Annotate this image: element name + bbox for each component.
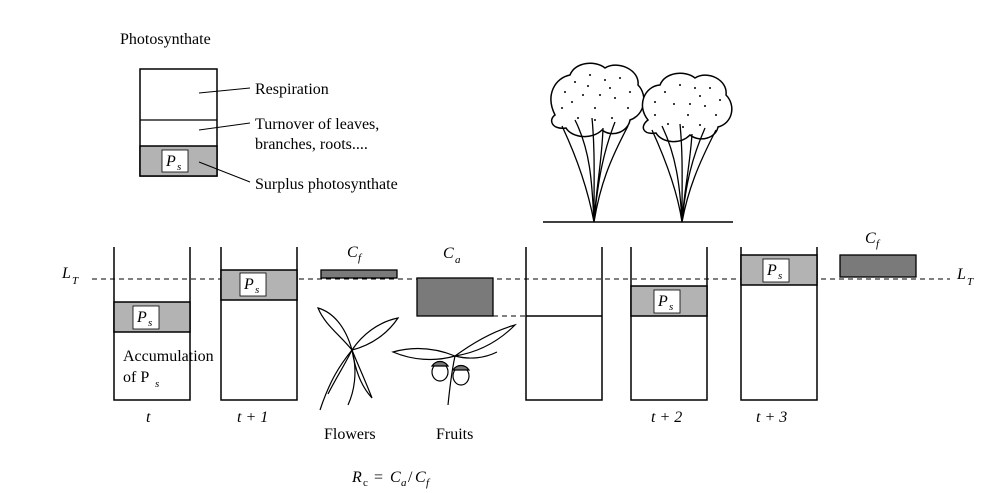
bin-t1: P s t + 1 [220,247,298,426]
svg-text:P: P [766,262,777,279]
flower-cost-bar-2 [839,254,917,278]
bin-t: P s Accumulation of P s t [113,247,214,426]
svg-text:f: f [426,477,431,489]
legend-box: P s [139,68,218,177]
bin-t2: P s t + 2 [630,247,708,426]
fruit-branch-icon [391,323,518,406]
svg-text:f: f [358,252,363,264]
turnover-label-2: branches, roots.... [255,136,368,153]
svg-text:s: s [148,317,152,329]
bin-t3: P s t + 3 [740,247,818,426]
time-label-t3: t + 3 [756,409,787,426]
flower-cost-bar [320,269,398,279]
svg-text:C: C [415,469,426,486]
flower-branch-icon [316,307,400,411]
fruit-cost-bar [416,277,494,317]
threshold-label-left: L [61,265,71,282]
svg-text:T: T [72,275,79,287]
svg-text:a: a [455,254,461,266]
accumulation-label-2: of P [123,369,149,386]
svg-text:s: s [255,284,259,296]
tree-icon [550,62,645,223]
time-label-t: t [146,409,151,426]
tree-icon [641,72,733,223]
bin-empty [525,247,603,401]
svg-text:s: s [177,161,181,173]
svg-text:a: a [401,477,407,489]
svg-text:P: P [136,309,147,326]
svg-text:s: s [669,301,673,313]
legend-ps-label: P [165,153,176,170]
svg-text:s: s [155,378,159,390]
flowers-label: Flowers [324,426,376,443]
svg-text:c: c [363,477,368,489]
svg-text:f: f [876,238,881,250]
svg-text:C: C [390,469,401,486]
svg-text:P: P [657,293,668,310]
turnover-label-1: Turnover of leaves, [255,116,379,133]
time-label-t1: t + 1 [237,409,268,426]
respiration-label: Respiration [255,81,329,98]
ratio-formula: R c = C a / C f [351,469,431,489]
svg-text:P: P [243,276,254,293]
svg-text:/: / [408,469,413,486]
surplus-label: Surplus photosynthate [255,176,398,193]
svg-text:T: T [967,276,974,288]
accumulation-label-1: Accumulation [123,348,214,365]
cf-label-2: C [865,230,876,247]
time-label-t2: t + 2 [651,409,682,426]
fruits-label: Fruits [436,426,473,443]
svg-text:R: R [351,469,362,486]
threshold-label-right: L [956,266,966,283]
ca-label: C [443,245,454,262]
svg-text:s: s [778,270,782,282]
svg-text:=: = [370,469,387,486]
cf-label: C [347,244,358,261]
legend-title: Photosynthate [120,31,211,48]
